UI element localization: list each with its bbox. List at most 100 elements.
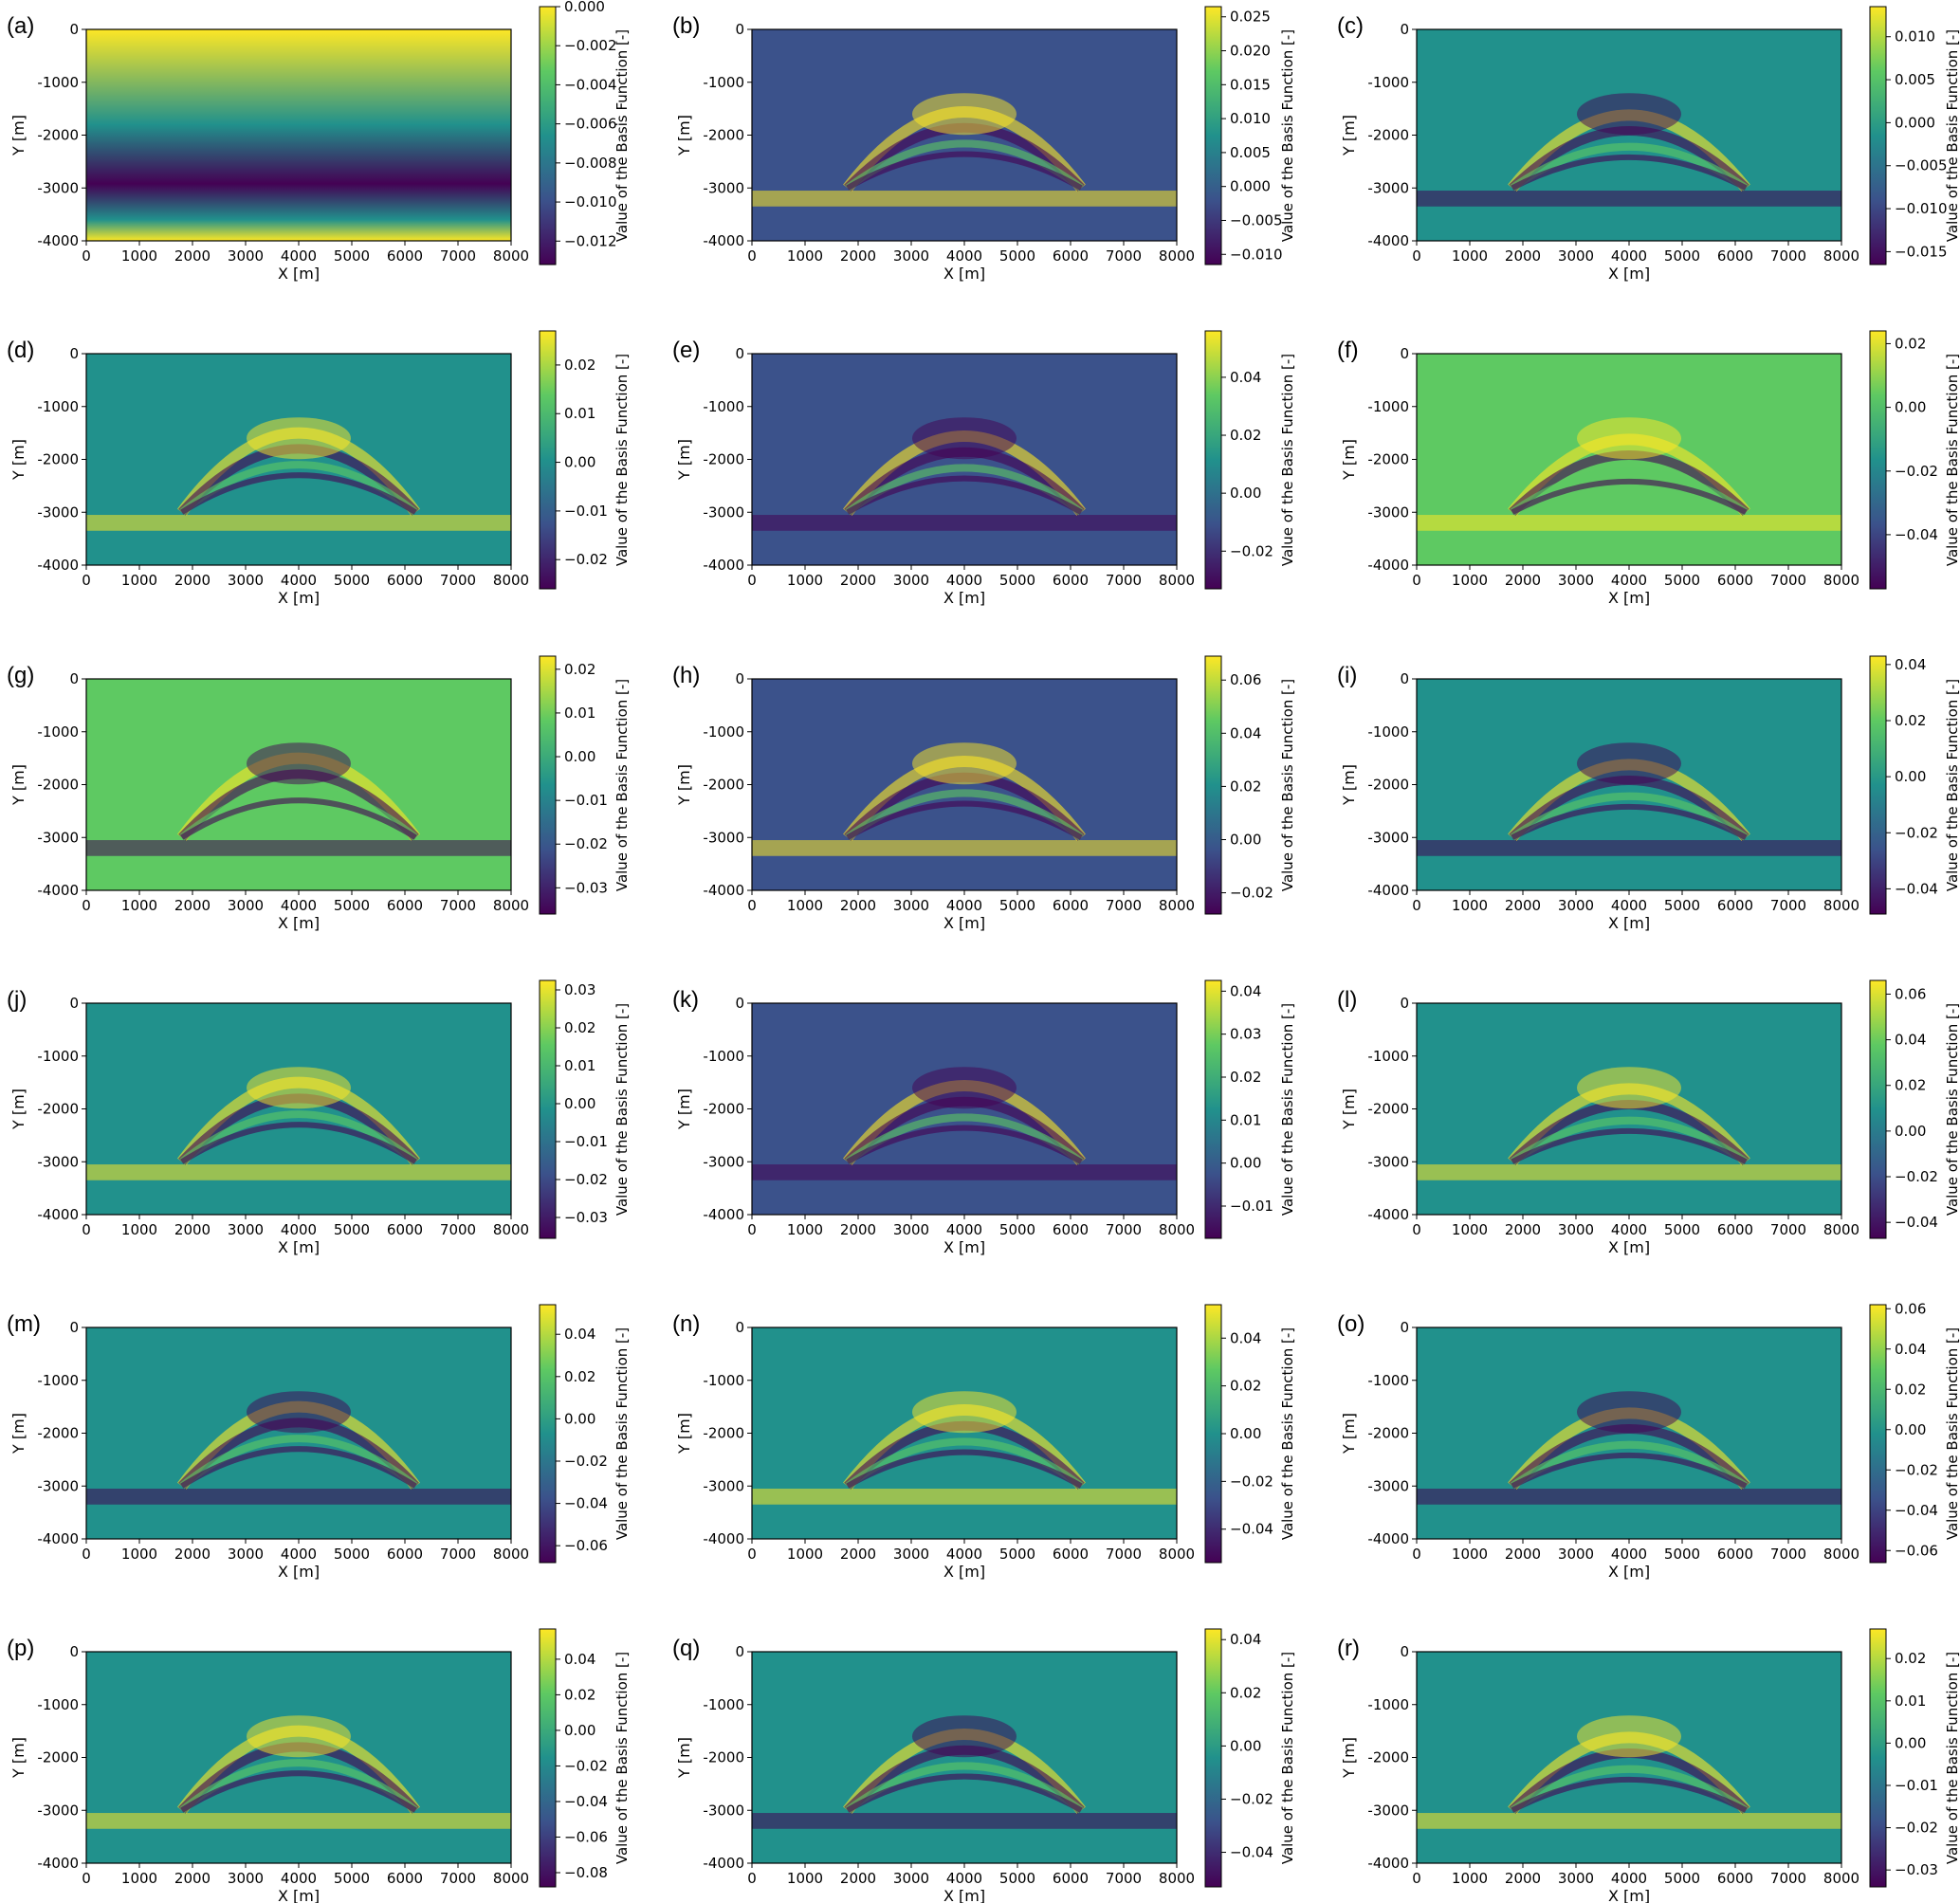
y-tick-label: -2000 [1367, 777, 1409, 794]
x-tick-label: 7000 [1106, 897, 1142, 914]
x-tick-label: 2000 [174, 1546, 211, 1563]
colorbar-label: Value of the Basis Function [-] [1944, 1003, 1960, 1216]
y-tick-label: -3000 [37, 1153, 79, 1170]
x-tick-label: 4000 [1611, 1870, 1647, 1887]
y-axis-label: Y [m] [675, 764, 693, 806]
heatmap-field [1417, 1003, 1841, 1215]
y-tick-label: -4000 [1367, 1530, 1409, 1547]
x-tick-label: 3000 [1558, 1546, 1594, 1563]
y-axis-label: Y [m] [9, 1413, 27, 1455]
x-tick-label: 0 [1412, 897, 1421, 914]
colorbar [1869, 1628, 1887, 1888]
heatmap-field [86, 354, 511, 565]
colorbar-tick-label: 0.00 [564, 454, 595, 471]
colorbar-label: Value of the Basis Function [-] [614, 354, 631, 566]
x-tick-label: 1000 [787, 1546, 823, 1563]
colorbar-tick-label: −0.04 [1895, 880, 1938, 897]
x-tick-label: 0 [82, 572, 91, 589]
colorbar-label: Value of the Basis Function [-] [1944, 354, 1960, 566]
colorbar-tick-label: −0.04 [1895, 526, 1938, 543]
y-tick-label: -4000 [703, 232, 744, 249]
y-tick-label: -1000 [703, 74, 744, 91]
x-axis-label: X [m] [943, 1887, 985, 1903]
x-tick-label: 2000 [1505, 247, 1541, 265]
y-tick-label: -1000 [1367, 1048, 1409, 1065]
colorbar-label: Value of the Basis Function [-] [1944, 29, 1960, 242]
colorbar-tick-label: 0.06 [1230, 671, 1261, 688]
heatmap-field [1417, 354, 1841, 565]
colorbar-tick-label: 0.03 [564, 981, 595, 998]
colorbar-tick-label: −0.005 [1230, 211, 1283, 229]
panel-o: (o) 0 1000 2000 3000 4000 5000 6000 7000 8000 X [m… [1337, 1300, 1960, 1581]
colorbar-tick-label: −0.06 [564, 1537, 608, 1554]
x-axis-label: X [m] [943, 914, 985, 932]
x-tick-label: 5000 [999, 572, 1035, 589]
y-tick-label: -3000 [703, 1802, 744, 1819]
colorbar-tick-label: −0.005 [1895, 157, 1948, 174]
colorbar-tick-label: −0.02 [564, 1453, 608, 1470]
y-tick-label: -4000 [37, 232, 79, 249]
panel-label: (h) [672, 663, 700, 688]
x-tick-label: 8000 [1823, 1221, 1859, 1238]
x-tick-label: 5000 [999, 1221, 1035, 1238]
colorbar-tick-label: 0.00 [564, 1095, 595, 1112]
x-tick-label: 3000 [228, 1221, 264, 1238]
x-axis-label: X [m] [278, 914, 320, 932]
colorbar-tick-label: 0.02 [564, 1368, 595, 1385]
x-tick-label: 5000 [1664, 1546, 1700, 1563]
x-tick-label: 8000 [1823, 1546, 1859, 1563]
colorbar-tick-label: 0.02 [1895, 1077, 1926, 1094]
y-tick-label: 0 [1400, 21, 1409, 38]
colorbar-tick-label: −0.004 [564, 76, 617, 93]
x-tick-label: 8000 [1159, 1221, 1195, 1238]
x-tick-label: 3000 [893, 572, 929, 589]
x-tick-label: 7000 [440, 1870, 476, 1887]
x-tick-label: 3000 [1558, 572, 1594, 589]
y-tick-label: -4000 [703, 557, 744, 574]
x-tick-label: 6000 [1053, 1221, 1089, 1238]
x-tick-label: 7000 [1106, 247, 1142, 265]
colorbar-label: Value of the Basis Function [-] [614, 679, 631, 891]
colorbar-tick-label: 0.02 [564, 1019, 595, 1036]
y-tick-label: -4000 [37, 557, 79, 574]
y-tick-label: 0 [735, 1319, 744, 1336]
y-tick-label: -2000 [703, 777, 744, 794]
panel-label: (j) [7, 987, 27, 1013]
colorbar [1869, 979, 1887, 1239]
x-tick-label: 2000 [840, 1221, 876, 1238]
panel-label: (d) [7, 338, 34, 363]
x-axis-label: X [m] [1608, 1563, 1650, 1581]
x-tick-label: 6000 [387, 247, 423, 265]
colorbar-label: Value of the Basis Function [-] [1944, 1652, 1960, 1864]
colorbar-tick-label: −0.04 [1230, 1521, 1273, 1538]
colorbar-tick-label: 0.01 [564, 405, 595, 422]
heatmap-field [1417, 679, 1841, 890]
colorbar-tick-label: −0.03 [1895, 1861, 1938, 1878]
panel-g: (g) 0 1000 2000 3000 4000 5000 6000 7000 8000 X [m… [7, 655, 631, 932]
panel-j: (j) 0 1000 2000 3000 4000 5000 6000 7000 8000 X [m… [7, 979, 631, 1256]
y-tick-label: 0 [69, 670, 79, 687]
panel-e: (e) 0 1000 2000 3000 4000 5000 6000 7000 8000 X [m… [672, 330, 1296, 607]
colorbar-tick-label: −0.02 [564, 1171, 608, 1188]
colorbar-tick-label: 0.04 [1230, 1631, 1261, 1648]
x-tick-label: 6000 [1053, 1870, 1089, 1887]
x-tick-label: 0 [1412, 1870, 1421, 1887]
colorbar-tick-label: −0.03 [564, 879, 608, 896]
colorbar-tick-label: −0.03 [564, 1209, 608, 1226]
x-tick-label: 4000 [946, 1546, 982, 1563]
colorbar-tick-label: 0.020 [1230, 43, 1271, 60]
panel-a: (a) 0 1000 2000 3000 4000 5000 6000 7000 8000 X [m… [7, 0, 631, 283]
x-tick-label: 7000 [440, 572, 476, 589]
y-tick-label: -3000 [1367, 503, 1409, 521]
colorbar [1204, 655, 1222, 915]
colorbar-label: Value of the Basis Function [-] [1944, 679, 1960, 891]
colorbar-tick-label: 0.02 [1895, 1381, 1926, 1398]
y-tick-label: -3000 [37, 179, 79, 196]
y-tick-label: -2000 [37, 1749, 79, 1766]
colorbar-tick-label: 0.005 [1895, 71, 1935, 88]
panel-m: (m) 0 1000 2000 3000 4000 5000 6000 7000 8000 X [m… [7, 1304, 631, 1581]
x-tick-label: 6000 [1717, 1221, 1753, 1238]
x-tick-label: 2000 [1505, 1870, 1541, 1887]
x-tick-label: 4000 [1611, 897, 1647, 914]
colorbar-tick-label: 0.06 [1895, 1300, 1926, 1317]
